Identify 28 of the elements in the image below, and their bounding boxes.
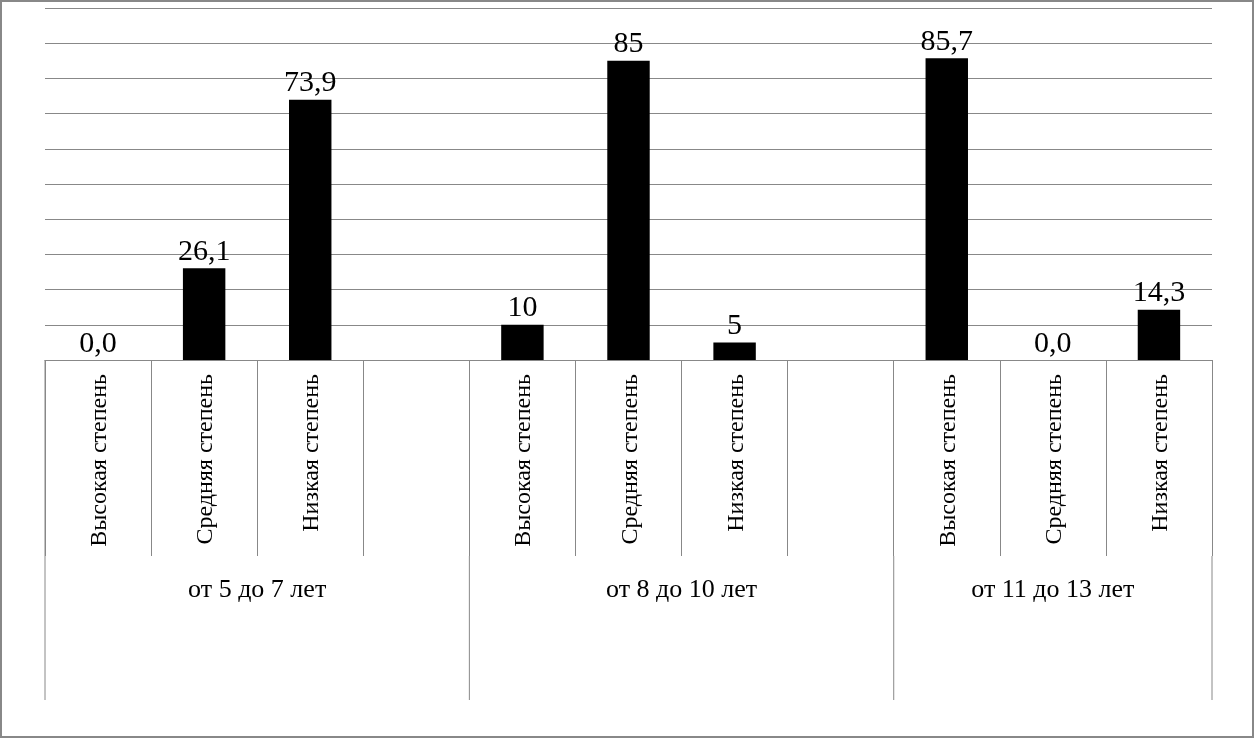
x-tick-label: Низкая степень [1145, 373, 1172, 532]
data-label: 73,9 [283, 64, 337, 98]
data-label: 0,0 [79, 324, 117, 358]
x-tick-label: Высокая степень [509, 373, 536, 547]
text: от 5 до 7 лет [188, 573, 327, 603]
bar [182, 268, 226, 360]
bar [713, 342, 756, 360]
text: от 8 до 10 лет [605, 573, 758, 603]
bar [925, 58, 968, 360]
data-label: 5 [727, 306, 743, 340]
data-label: 85,7 [920, 22, 974, 56]
x-tick-label: Средняя степень [615, 373, 642, 545]
x-tick-label: Средняя степень [1039, 373, 1066, 545]
data-label: 10 [507, 289, 538, 323]
x-tick-label: Высокая степень [933, 373, 960, 547]
x-tick-label: Высокая степень [85, 373, 112, 547]
bar [501, 324, 544, 360]
data-label: 85 [613, 25, 644, 59]
bar [607, 60, 650, 360]
x-tick-label: Средняя степень [191, 373, 218, 545]
x-tick-label: Низкая степень [721, 373, 748, 532]
data-label: 14,3 [1132, 274, 1186, 308]
text: от 11 до 13 лет [971, 573, 1135, 603]
bar [289, 99, 332, 360]
bar [1137, 309, 1181, 360]
data-label: 0,0 [1034, 324, 1072, 358]
data-label: 26,1 [177, 232, 231, 266]
x-tick-label: Низкая степень [297, 373, 324, 532]
